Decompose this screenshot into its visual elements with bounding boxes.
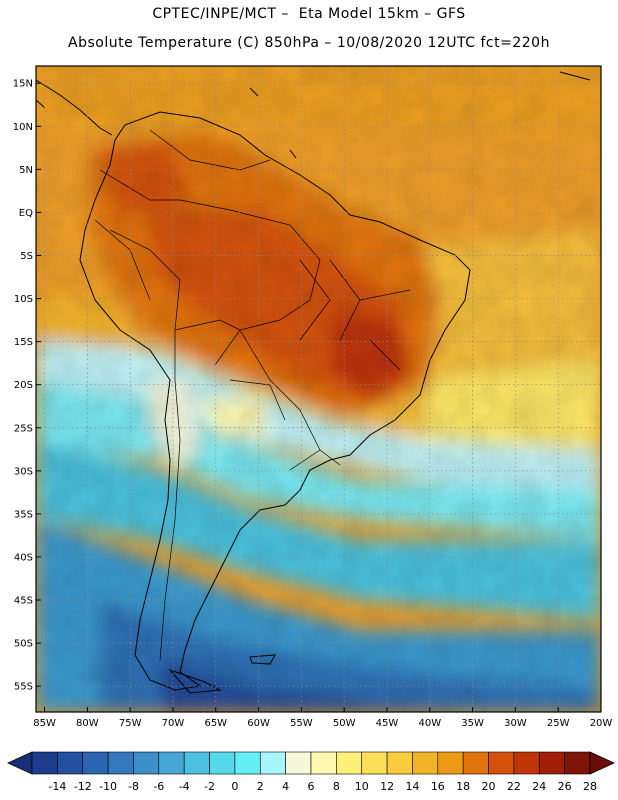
border-uruguay [289,449,341,471]
colorbar-label: -4 [179,780,190,793]
colorbar-swatch [386,751,413,775]
lon-tick-label: 20W [590,718,613,729]
colorbar-label: -12 [74,780,92,793]
lat-tick-label: 35S [14,509,33,520]
colorbar-swatch [259,751,286,775]
colorbar-label: 26 [558,780,572,793]
tierra-del-fuego [168,668,222,694]
lon-tick-label: 55W [290,718,313,729]
colorbar-swatch [158,751,185,775]
colorbar-label: 16 [431,780,445,793]
lon-tick-label: 70W [162,718,185,729]
border-peru [94,219,151,301]
colorbar-swatch [82,751,109,775]
lon-tick-label: 75W [119,718,142,729]
border-venezuela [149,129,271,171]
border-bolivia [174,319,241,331]
colorbar-swatch [437,751,464,775]
colorbar-swatch [336,751,363,775]
longitude-tick-labels: 85W 80W 75W 70W 65W 60W 55W 50W 45W 40W 35W 30W 25W 2… [33,707,612,729]
lat-tick-label: 5N [19,165,33,176]
lon-tick-label: 60W [247,718,270,729]
lon-tick-label: 65W [204,718,227,729]
field-texture [36,66,601,712]
latitude-tick-labels: 15N 10N 5N EQ 5S 10S 15S 20S 25S 30S 35S 40S 45S 50S 5… [13,79,41,693]
lon-tick-label: 25W [547,718,570,729]
colorbar-swatch [57,751,84,775]
colorbar-label: 0 [231,780,238,793]
lat-tick-label: 55S [14,682,33,693]
colorbar-swatch [361,751,388,775]
lat-tick-label: 30S [14,466,33,477]
lat-tick-label: 10S [14,294,33,305]
lon-tick-label: 80W [76,718,99,729]
colorbar-swatch [285,751,312,775]
colorbar-label: 8 [333,780,340,793]
border-andes [109,229,181,661]
lat-tick-label: 20S [14,380,33,391]
border-colombia [99,169,180,201]
colorbar-label: -14 [48,780,66,793]
colorbar-swatch [310,751,337,775]
state-borders-brazil [299,259,411,371]
lat-tick-label: 15S [14,337,33,348]
colorbar-over-arrow [589,751,615,775]
colorbar-swatch [234,751,261,775]
lat-tick-label: 25S [14,423,33,434]
colorbar-label: -8 [128,780,139,793]
colorbar-label: 2 [257,780,264,793]
lon-tick-label: 30W [504,718,527,729]
caribbean-islands [36,71,591,159]
colorbar-label: 18 [456,780,470,793]
lon-tick-label: 45W [376,718,399,729]
lat-tick-label: EQ [19,208,33,219]
colorbar-label: 20 [482,780,496,793]
lon-tick-label: 50W [333,718,356,729]
colorbar-swatch [31,751,58,775]
colorbar-label: 24 [532,780,546,793]
map-plot-area [36,66,601,712]
map-title-model: CPTEC/INPE/MCT – Eta Model 15km – GFS [152,6,466,22]
lat-tick-label: 50S [14,639,33,650]
lon-tick-label: 40W [418,718,441,729]
colorbar-label: 10 [355,780,369,793]
colorbar-swatch [488,751,515,775]
colorbar-swatch [209,751,236,775]
colorbar: -14 -12 -10 -8 -6 -4 -2 0 2 4 6 8 10 12 14 16 18 20 22 24 26… [7,751,615,793]
colorbar-swatch [107,751,134,775]
lon-tick-label: 85W [33,718,56,729]
colorbar-label: 14 [405,780,419,793]
colorbar-swatch [538,751,565,775]
colorbar-swatch [513,751,540,775]
colorbar-swatch [133,751,160,775]
colorbar-swatch [183,751,210,775]
colorbar-under-arrow [7,751,33,775]
colorbar-label: 4 [282,780,289,793]
colorbar-label: 6 [308,780,315,793]
colorbar-swatch [462,751,489,775]
lat-tick-label: 40S [14,552,33,563]
lat-tick-label: 15N [13,79,33,90]
coastlines [36,71,591,694]
colorbar-label: 22 [507,780,521,793]
map-frame [35,65,602,713]
lat-tick-label: 10N [13,122,33,133]
colorbar-label: 12 [380,780,394,793]
lat-tick-label: 5S [20,251,33,262]
map-title-variable: Absolute Temperature (C) 850hPa – 10/08/… [68,35,550,51]
colorbar-label: -2 [204,780,215,793]
central-america-coastline [36,79,113,136]
colorbar-swatch [412,751,439,775]
lat-tick-label: 45S [14,596,33,607]
falkland-islands [249,654,276,665]
colorbar-label: -10 [99,780,117,793]
colorbar-label: 28 [583,780,597,793]
lon-tick-label: 35W [461,718,484,729]
colorbar-swatch [564,751,591,775]
border-brazil-south [239,329,321,451]
colorbar-label: -6 [153,780,164,793]
